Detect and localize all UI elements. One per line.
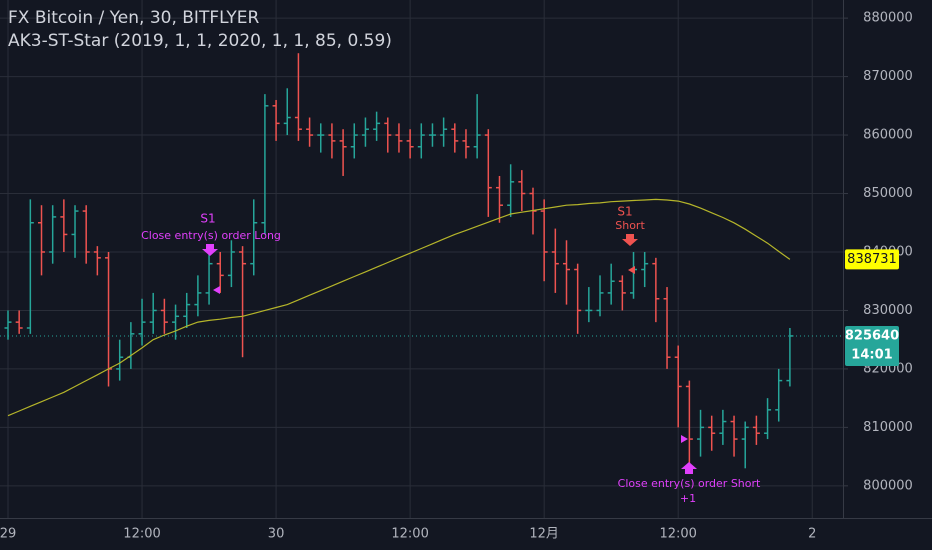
ma-price-label: 838731	[847, 252, 897, 267]
ma-line	[7, 198, 791, 417]
marker	[213, 286, 220, 294]
annotation: +1	[680, 492, 696, 505]
ma-price-box	[845, 249, 899, 270]
y-tick-label: 800000	[863, 478, 913, 493]
y-tick-label: 880000	[863, 11, 913, 26]
annotation: S1	[200, 212, 215, 226]
arrow-down	[622, 234, 638, 246]
y-tick-label: 850000	[863, 186, 913, 201]
chart-title: FX Bitcoin / Yen, 30, BITFLYER	[8, 8, 259, 28]
annotation: S1	[617, 205, 632, 219]
x-tick-label: 30	[268, 527, 285, 542]
x-tick-label: 12:00	[659, 527, 696, 542]
last-price-label: 825640	[845, 328, 899, 343]
y-tick-label: 810000	[863, 420, 913, 435]
marker	[681, 435, 688, 443]
x-tick-label: 2	[808, 527, 816, 542]
arrow-up	[681, 462, 697, 474]
y-tick-label: 830000	[863, 303, 913, 318]
x-tick-label: 12月	[529, 527, 559, 542]
plot	[0, 53, 843, 469]
annotations: S1 Close entry(s) order Long S1 Short Cl…	[141, 205, 761, 506]
axes: 8000008100008200008300008400008500008600…	[0, 11, 913, 542]
arrow-down	[202, 244, 218, 256]
x-tick-label: 12:00	[123, 527, 160, 542]
chart-subtitle: AK3-ST-Star (2019, 1, 1, 2020, 1, 1, 85,…	[8, 31, 392, 51]
annotation: Short	[615, 219, 645, 232]
annotation: Close entry(s) order Short	[618, 477, 761, 490]
last-price-box	[845, 325, 899, 366]
marker	[628, 266, 635, 274]
x-tick-label: 29	[0, 527, 16, 542]
y-tick-label: 860000	[863, 128, 913, 143]
annotation: Close entry(s) order Long	[141, 229, 281, 242]
x-tick-label: 12:00	[391, 527, 428, 542]
countdown: 14:01	[851, 347, 892, 362]
y-tick-label: 870000	[863, 69, 913, 84]
